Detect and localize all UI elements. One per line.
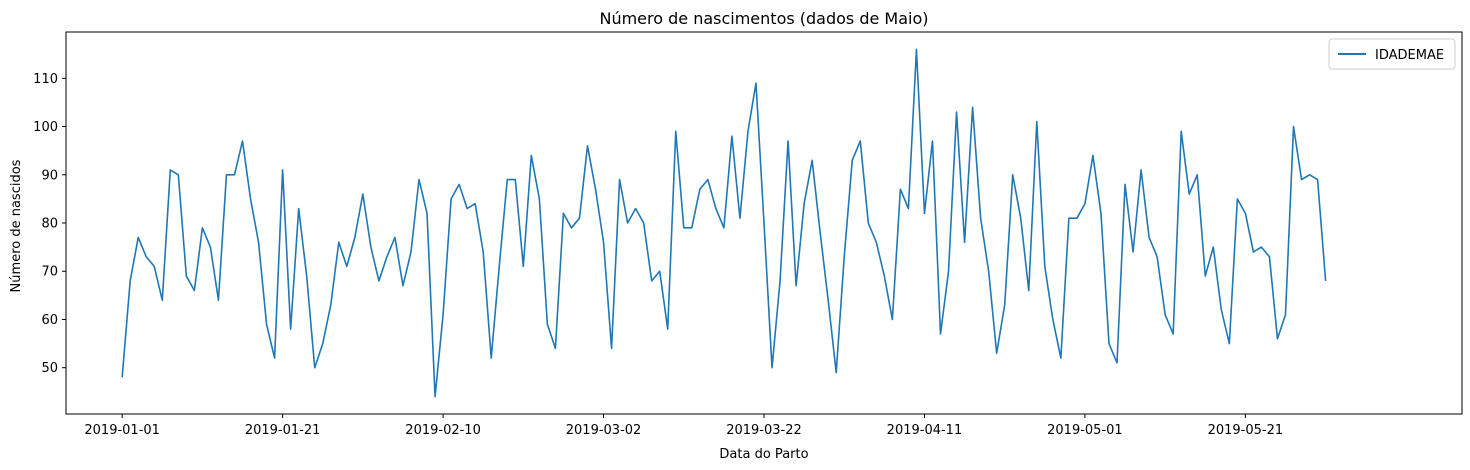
y-tick-label: 100: [33, 120, 58, 135]
x-tick-label: 2019-01-01: [84, 423, 160, 438]
y-tick-label: 60: [41, 313, 58, 328]
x-axis: 2019-01-01 2019-01-21 2019-02-10 2019-03-02…: [84, 414, 1283, 438]
series-line-0: [121, 48, 1327, 398]
x-axis-label: Data do Parto: [719, 447, 808, 462]
x-tick-label: 2019-03-02: [566, 423, 642, 438]
plot-frame: [65, 31, 1463, 415]
y-tick-label: 50: [41, 361, 58, 376]
legend-label: IDADEMAE: [1375, 48, 1444, 63]
y-axis-label: Número de nascidos: [9, 159, 24, 292]
x-tick-label: 2019-03-22: [726, 423, 802, 438]
x-tick-label: 2019-01-21: [245, 423, 321, 438]
y-tick-label: 70: [41, 265, 58, 280]
y-tick-label: 90: [41, 168, 58, 183]
legend: IDADEMAE: [1328, 38, 1456, 70]
y-tick-label: 110: [33, 72, 58, 87]
x-tick-label: 2019-05-21: [1208, 423, 1284, 438]
x-tick-label: 2019-05-01: [1047, 423, 1123, 438]
chart-title: Número de nascimentos (dados de Maio): [599, 9, 928, 28]
x-tick-label: 2019-04-11: [887, 423, 963, 438]
plot-area: [121, 48, 1327, 398]
y-axis: 50 60 70 80 90 100 110: [33, 72, 66, 376]
legend-box: [1328, 38, 1456, 70]
x-tick-label: 2019-02-10: [405, 423, 481, 438]
y-tick-label: 80: [41, 217, 58, 232]
